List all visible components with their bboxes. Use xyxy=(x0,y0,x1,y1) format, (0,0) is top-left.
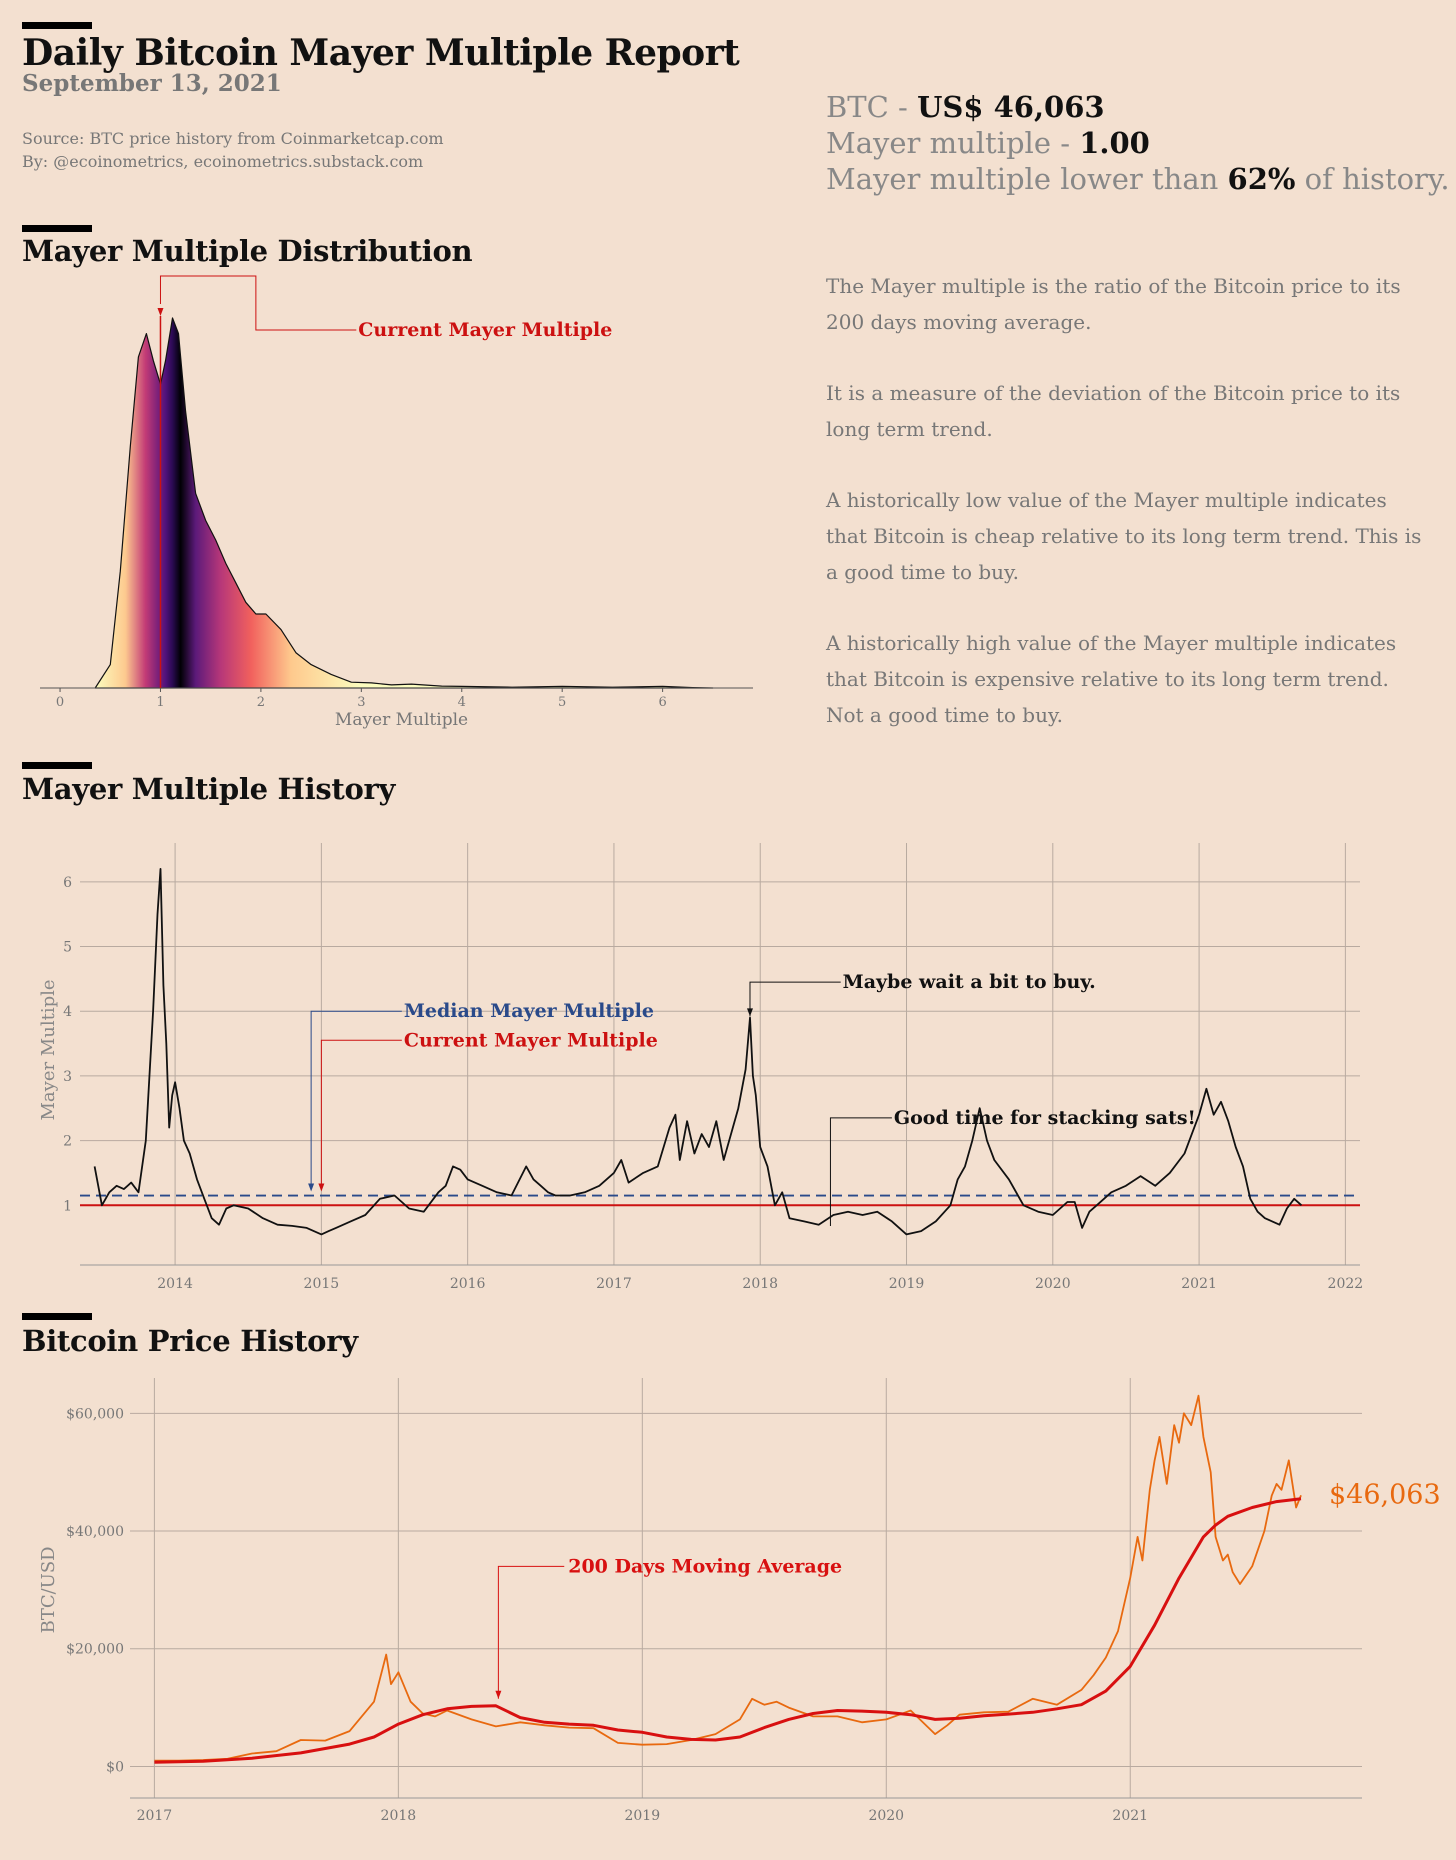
title-rule xyxy=(22,22,92,29)
current-annotation: Current Mayer Multiple xyxy=(358,319,612,341)
y-tick-label: $60,000 xyxy=(66,1406,124,1422)
ma-arrowhead xyxy=(495,1690,502,1699)
y-tick-label: 1 xyxy=(63,1198,72,1214)
wait-leader-line xyxy=(749,981,841,1017)
price-line xyxy=(154,1394,1302,1762)
current-price-label: $46,063 xyxy=(1329,1479,1441,1510)
btc-price-stat: BTC - US$ 46,063 xyxy=(826,90,1105,124)
x-tick-label: 2022 xyxy=(1328,1276,1364,1292)
current-annotation: Current Mayer Multiple xyxy=(404,1029,658,1051)
description: The Mayer multiple is the ratio of the B… xyxy=(826,268,1426,768)
price-heading: Bitcoin Price History xyxy=(22,1324,358,1358)
y-tick-label: 4 xyxy=(63,1004,72,1020)
btc-price-value: US$ 46,063 xyxy=(917,90,1105,124)
x-tick-label: 3 xyxy=(357,695,365,710)
current-leader-line xyxy=(320,1039,402,1186)
stack-annotation: Good time for stacking sats! xyxy=(894,1107,1196,1129)
x-axis-label: Mayer Multiple xyxy=(335,710,468,730)
x-tick-label: 2017 xyxy=(596,1276,632,1292)
stack-leader-line xyxy=(829,1117,892,1226)
x-tick-label: 2018 xyxy=(381,1808,417,1824)
median-leader-line xyxy=(310,1010,402,1186)
x-tick-label: 5 xyxy=(558,695,566,710)
current-arrowhead xyxy=(157,308,164,316)
median-arrowhead xyxy=(308,1183,315,1192)
y-axis-label: BTC/USD xyxy=(38,1546,59,1633)
mayer-multiple-stat: Mayer multiple - 1.00 xyxy=(826,126,1150,160)
x-tick-label: 2019 xyxy=(624,1808,660,1824)
source-note: Source: BTC price history from Coinmarke… xyxy=(22,129,444,148)
x-tick-label: 2019 xyxy=(889,1276,925,1292)
x-tick-label: 2021 xyxy=(1112,1808,1148,1824)
x-tick-label: 2016 xyxy=(450,1276,486,1292)
description-paragraph: A historically low value of the Mayer mu… xyxy=(826,488,1422,584)
x-tick-label: 2018 xyxy=(742,1276,778,1292)
current-leader-line xyxy=(159,275,357,331)
price-chart: $0 $20,000 $40,000 $60,000 2017 2018 2019 2020 2… xyxy=(38,1378,1441,1824)
history-chart: 1 2 3 4 5 6 2014 2015 2016 2017 2018 2019 2020 2021 20… xyxy=(38,843,1364,1292)
x-tick-label: 6 xyxy=(658,695,666,710)
y-tick-label: $0 xyxy=(106,1759,124,1775)
btc-price-prefix: BTC - xyxy=(826,90,918,124)
x-tick-label: 0 xyxy=(56,695,64,710)
x-tick-label: 2015 xyxy=(304,1276,340,1292)
mayer-multiple-value: 1.00 xyxy=(1079,126,1150,160)
mayer-multiple-line xyxy=(93,868,1303,1236)
distribution-rule xyxy=(22,225,92,232)
history-suffix: of history. xyxy=(1295,162,1450,196)
y-tick-label: $40,000 xyxy=(66,1524,124,1540)
median-annotation: Median Mayer Multiple xyxy=(404,1000,654,1022)
wait-arrowhead xyxy=(746,1008,753,1017)
page-title: Daily Bitcoin Mayer Multiple Report xyxy=(22,32,740,74)
x-tick-label: 2017 xyxy=(137,1808,173,1824)
report-date: September 13, 2021 xyxy=(22,70,282,97)
history-percentile-stat: Mayer multiple lower than 62% of history… xyxy=(826,162,1450,196)
x-tick-label: 1 xyxy=(156,695,164,710)
description-paragraph: It is a measure of the deviation of the … xyxy=(826,381,1401,441)
x-tick-label: 4 xyxy=(458,695,466,710)
history-prefix: Mayer multiple lower than xyxy=(826,162,1228,196)
author-note: By: @ecoinometrics, ecoinometrics.substa… xyxy=(22,152,424,171)
history-heading: Mayer Multiple History xyxy=(22,772,396,806)
distribution-heading: Mayer Multiple Distribution xyxy=(22,234,473,268)
y-axis-label: Mayer Multiple xyxy=(38,979,59,1120)
price-rule xyxy=(22,1313,92,1320)
x-tick-label: 2014 xyxy=(157,1276,193,1292)
ma-annotation: 200 Days Moving Average xyxy=(568,1555,842,1577)
y-tick-label: 2 xyxy=(63,1134,72,1150)
x-tick-label: 2 xyxy=(257,695,265,710)
y-tick-label: 6 xyxy=(63,875,72,891)
x-tick-label: 2020 xyxy=(868,1808,904,1824)
description-paragraph: The Mayer multiple is the ratio of the B… xyxy=(826,274,1401,334)
mayer-multiple-prefix: Mayer multiple - xyxy=(826,126,1080,160)
y-tick-label: $20,000 xyxy=(66,1642,124,1658)
wait-annotation: Maybe wait a bit to buy. xyxy=(843,971,1096,993)
y-tick-label: 5 xyxy=(63,940,72,956)
x-tick-label: 2020 xyxy=(1035,1276,1071,1292)
history-rule xyxy=(22,762,92,769)
distribution-chart: 0 1 2 3 4 5 6 Mayer Multiple Current Mayer Multi… xyxy=(40,275,753,730)
ma-leader-line xyxy=(497,1565,565,1699)
x-tick-label: 2021 xyxy=(1181,1276,1217,1292)
density-area xyxy=(94,317,714,689)
history-value: 62% xyxy=(1227,162,1296,196)
current-arrowhead xyxy=(318,1183,325,1192)
description-paragraph: A historically high value of the Mayer m… xyxy=(826,631,1397,727)
y-tick-label: 3 xyxy=(63,1069,72,1085)
moving-average-line xyxy=(154,1497,1302,1764)
